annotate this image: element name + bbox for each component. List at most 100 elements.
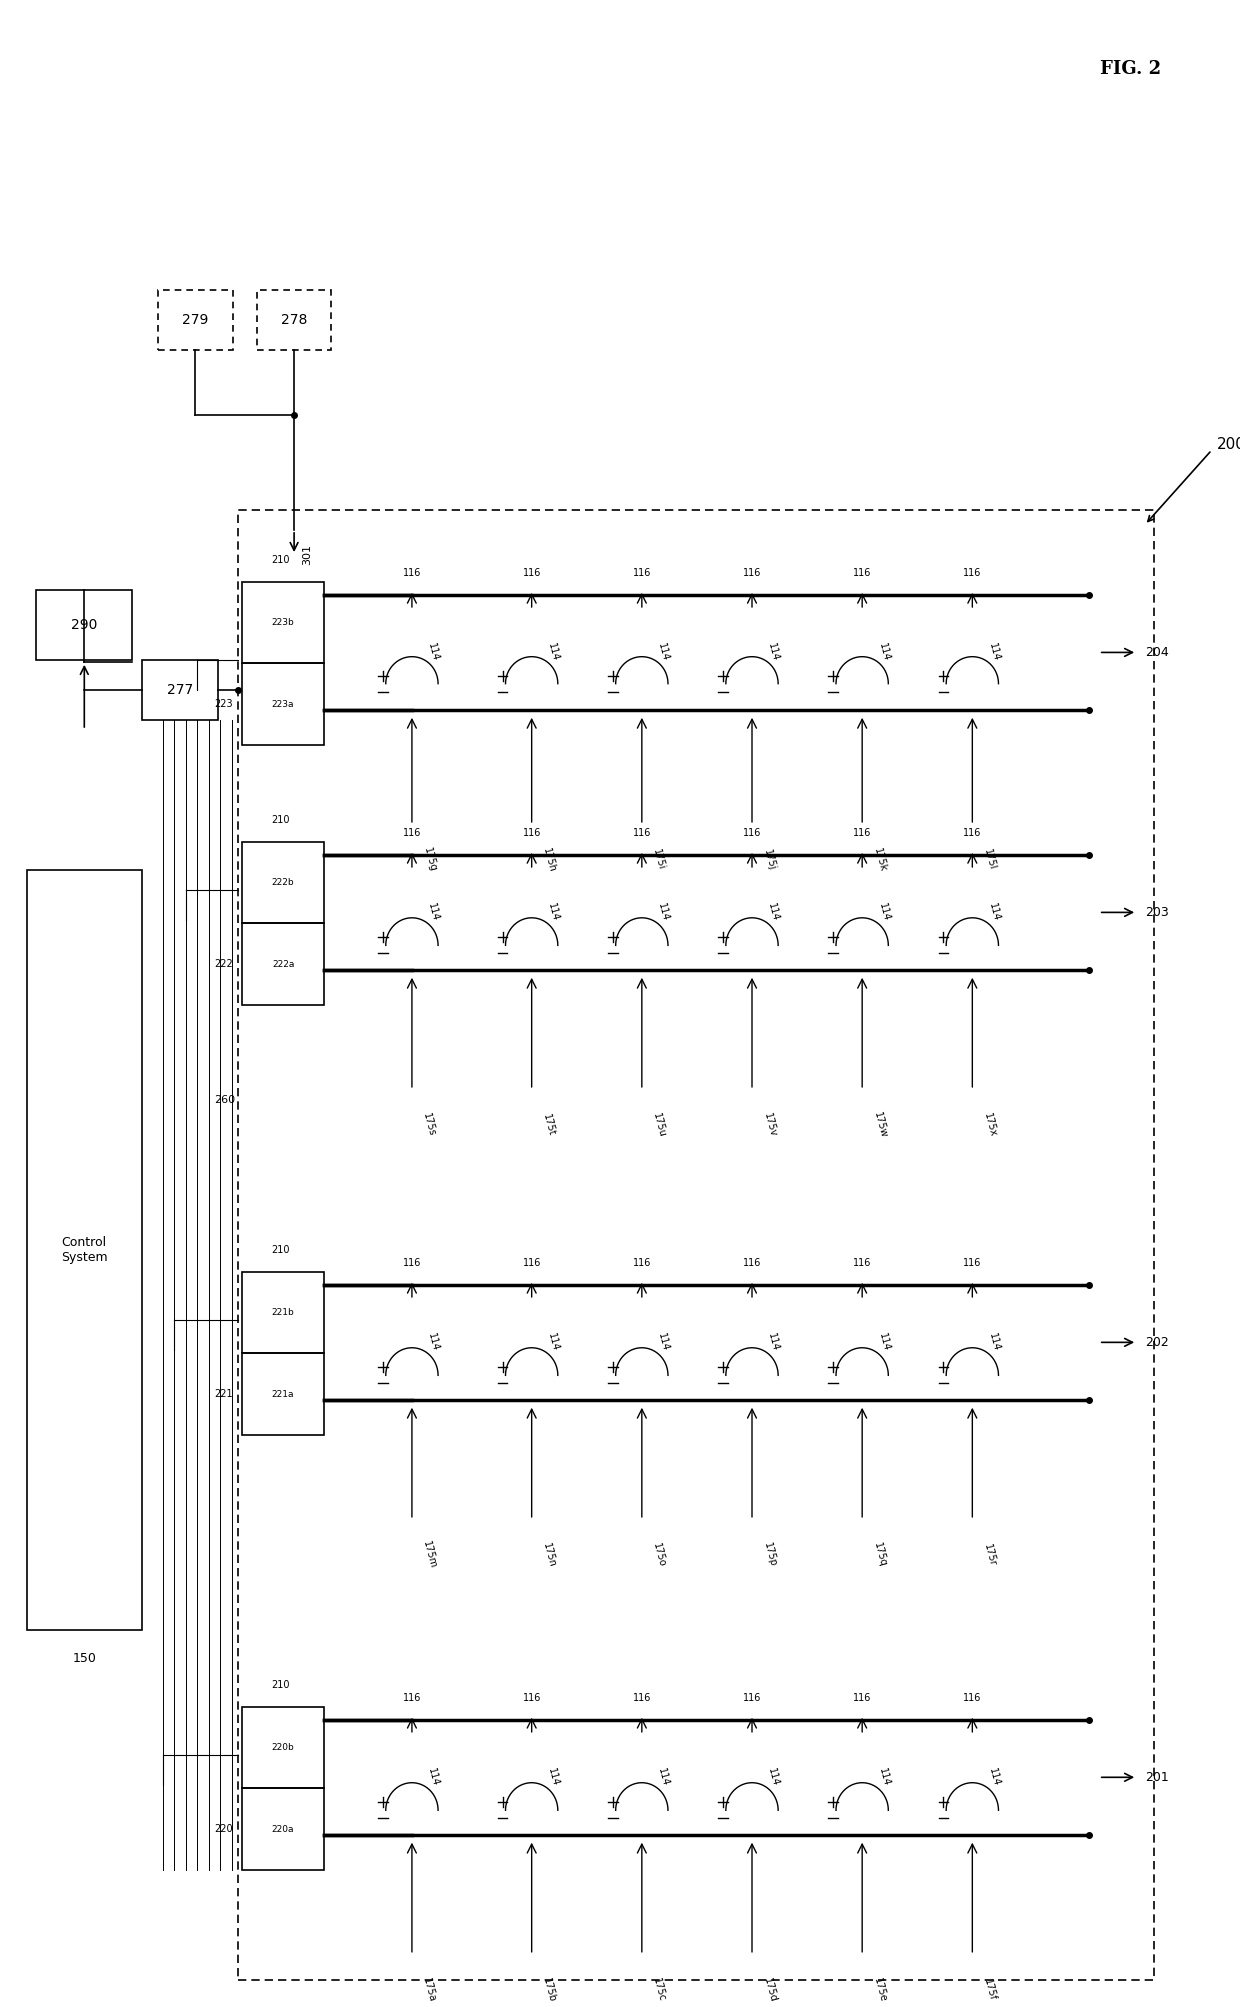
Text: 277: 277 [167,682,193,696]
Text: 114: 114 [546,903,560,923]
Text: 114: 114 [427,642,440,662]
Text: 175k: 175k [872,847,888,873]
Text: 175i: 175i [651,849,667,871]
Text: 175o: 175o [651,1541,667,1567]
Text: 221b: 221b [272,1309,294,1317]
Text: 114: 114 [766,642,781,662]
Text: 210: 210 [272,1244,290,1254]
Text: 221: 221 [215,1389,233,1399]
Text: 116: 116 [743,829,761,837]
Text: 175j: 175j [761,849,776,871]
Text: 116: 116 [632,1258,651,1268]
Text: 175r: 175r [982,1543,997,1567]
Bar [242,1353,324,1435]
Text: 114: 114 [427,1766,440,1788]
Text: 175h: 175h [541,847,557,873]
Text: 116: 116 [632,568,651,578]
Text: 116: 116 [743,1692,761,1702]
Text: 114: 114 [656,1766,671,1788]
Bar [242,582,324,664]
Text: 116: 116 [853,829,872,837]
Text: 175q: 175q [872,1541,888,1567]
Text: 116: 116 [853,568,872,578]
Text: 114: 114 [987,1333,1001,1353]
Text: 114: 114 [427,1333,440,1353]
Bar [157,289,233,349]
Text: 116: 116 [963,829,982,837]
Text: 220: 220 [215,1824,233,1834]
Text: 222a: 222a [272,959,294,969]
Text: 116: 116 [522,568,541,578]
Text: 114: 114 [877,903,892,923]
Text: 175t: 175t [541,1112,557,1138]
Text: 114: 114 [987,903,1001,923]
Text: 114: 114 [427,903,440,923]
Text: 116: 116 [743,568,761,578]
Bar [242,1788,324,1871]
Text: 116: 116 [743,1258,761,1268]
Text: FIG. 2: FIG. 2 [1100,60,1161,78]
Text: 150: 150 [72,1652,97,1666]
Text: 116: 116 [963,1692,982,1702]
Text: 114: 114 [546,1333,560,1353]
Text: 175p: 175p [761,1541,777,1567]
Text: 175g: 175g [422,847,438,873]
Text: 114: 114 [656,642,671,662]
Text: 175n: 175n [541,1541,557,1567]
Text: 202: 202 [1145,1337,1168,1349]
Text: 175d: 175d [761,1977,777,2003]
Text: 223: 223 [215,698,233,708]
Text: 175a: 175a [422,1977,438,2003]
Text: 175x: 175x [982,1112,998,1138]
Text: 116: 116 [522,829,541,837]
Text: 278: 278 [281,313,308,327]
Text: 210: 210 [272,815,290,825]
Text: 116: 116 [632,829,651,837]
Text: 114: 114 [877,1766,892,1788]
Text: 114: 114 [987,1766,1001,1788]
Text: 116: 116 [963,1258,982,1268]
Text: 175m: 175m [422,1539,439,1569]
Text: 175e: 175e [872,1977,888,2003]
Text: 290: 290 [71,618,98,632]
Text: 279: 279 [182,313,208,327]
Text: 114: 114 [546,642,560,662]
Text: 116: 116 [403,568,422,578]
Text: 116: 116 [403,1692,422,1702]
Text: 260: 260 [215,1096,236,1106]
Text: 114: 114 [766,1333,781,1353]
Text: 203: 203 [1145,905,1168,919]
Bar [242,841,324,923]
Text: 116: 116 [853,1258,872,1268]
Text: 175b: 175b [541,1977,557,2003]
Text: 175f: 175f [982,1977,997,2001]
Bar [257,289,331,349]
Bar [27,869,141,1630]
Bar [242,664,324,745]
Bar [36,590,133,660]
Text: 221a: 221a [272,1389,294,1399]
Bar [242,923,324,1006]
Text: 116: 116 [853,1692,872,1702]
Bar [242,1706,324,1788]
Text: 116: 116 [403,1258,422,1268]
Text: 114: 114 [546,1766,560,1788]
Text: 210: 210 [272,1680,290,1690]
Text: 114: 114 [877,642,892,662]
Text: 175v: 175v [761,1112,777,1138]
Text: 114: 114 [656,903,671,923]
Text: 114: 114 [877,1333,892,1353]
Text: 114: 114 [987,642,1001,662]
Text: 114: 114 [656,1333,671,1353]
Text: 204: 204 [1145,646,1168,658]
Text: 222b: 222b [272,877,294,887]
Text: 210: 210 [272,556,290,564]
Text: 114: 114 [766,903,781,923]
Text: 175s: 175s [422,1112,438,1138]
Text: 222: 222 [215,959,233,969]
Text: 201: 201 [1145,1770,1168,1784]
Text: 114: 114 [766,1766,781,1788]
Text: 175w: 175w [872,1110,888,1140]
Bar [242,1272,324,1353]
Text: 220b: 220b [272,1742,294,1752]
